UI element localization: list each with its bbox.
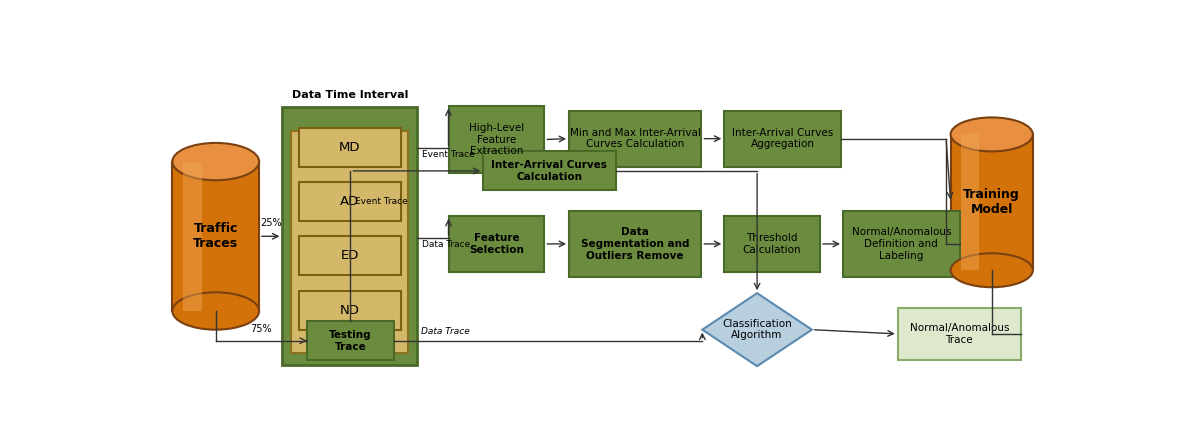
FancyBboxPatch shape bbox=[898, 308, 1021, 360]
Bar bbox=[960, 135, 979, 270]
FancyBboxPatch shape bbox=[449, 216, 544, 272]
Ellipse shape bbox=[951, 253, 1033, 287]
FancyBboxPatch shape bbox=[843, 211, 960, 277]
Ellipse shape bbox=[172, 292, 259, 330]
Bar bbox=[172, 161, 259, 311]
Text: Normal/Anomalous
Definition and
Labeling: Normal/Anomalous Definition and Labeling bbox=[852, 227, 951, 261]
FancyBboxPatch shape bbox=[291, 131, 409, 353]
FancyBboxPatch shape bbox=[283, 107, 417, 365]
Text: 25%: 25% bbox=[260, 218, 282, 228]
Text: Testing
Trace: Testing Trace bbox=[329, 330, 372, 351]
Text: AD: AD bbox=[340, 195, 359, 208]
FancyBboxPatch shape bbox=[724, 216, 820, 272]
Text: Normal/Anomalous
Trace: Normal/Anomalous Trace bbox=[909, 323, 1010, 345]
FancyBboxPatch shape bbox=[569, 211, 701, 277]
Text: Training
Model: Training Model bbox=[964, 188, 1020, 217]
Text: Data
Segmentation and
Outliers Remove: Data Segmentation and Outliers Remove bbox=[581, 227, 689, 261]
Text: Data Trace: Data Trace bbox=[422, 240, 470, 249]
FancyBboxPatch shape bbox=[569, 111, 701, 167]
Text: Min and Max Inter-Arrival
Curves Calculation: Min and Max Inter-Arrival Curves Calcula… bbox=[570, 128, 701, 149]
Text: Inter-Arrival Curves
Aggregation: Inter-Arrival Curves Aggregation bbox=[732, 128, 833, 149]
Text: 75%: 75% bbox=[251, 324, 272, 334]
Text: ED: ED bbox=[340, 249, 359, 262]
Bar bbox=[183, 161, 201, 311]
FancyBboxPatch shape bbox=[483, 151, 616, 191]
Text: Inter-Arrival Curves
Calculation: Inter-Arrival Curves Calculation bbox=[491, 160, 608, 182]
Text: Event Trace: Event Trace bbox=[422, 149, 475, 159]
FancyBboxPatch shape bbox=[299, 291, 401, 330]
FancyBboxPatch shape bbox=[299, 236, 401, 275]
Text: Threshold
Calculation: Threshold Calculation bbox=[743, 233, 801, 255]
FancyBboxPatch shape bbox=[299, 127, 401, 167]
Text: MD: MD bbox=[339, 141, 360, 153]
Text: Feature
Selection: Feature Selection bbox=[469, 233, 524, 255]
Text: Data Time Interval: Data Time Interval bbox=[292, 90, 408, 101]
Text: Event Trace: Event Trace bbox=[355, 197, 408, 206]
Text: ND: ND bbox=[340, 304, 359, 317]
Text: Data Trace: Data Trace bbox=[422, 327, 470, 336]
FancyBboxPatch shape bbox=[307, 321, 393, 360]
Text: High-Level
Feature
Extraction: High-Level Feature Extraction bbox=[469, 123, 524, 156]
Polygon shape bbox=[702, 293, 812, 366]
Text: Traffic
Traces: Traffic Traces bbox=[193, 222, 238, 250]
FancyBboxPatch shape bbox=[299, 182, 401, 221]
FancyBboxPatch shape bbox=[724, 111, 841, 167]
Ellipse shape bbox=[951, 117, 1033, 151]
Text: Classification
Algorithm: Classification Algorithm bbox=[722, 319, 792, 340]
FancyBboxPatch shape bbox=[449, 105, 544, 173]
Bar bbox=[951, 135, 1033, 270]
Ellipse shape bbox=[172, 143, 259, 180]
